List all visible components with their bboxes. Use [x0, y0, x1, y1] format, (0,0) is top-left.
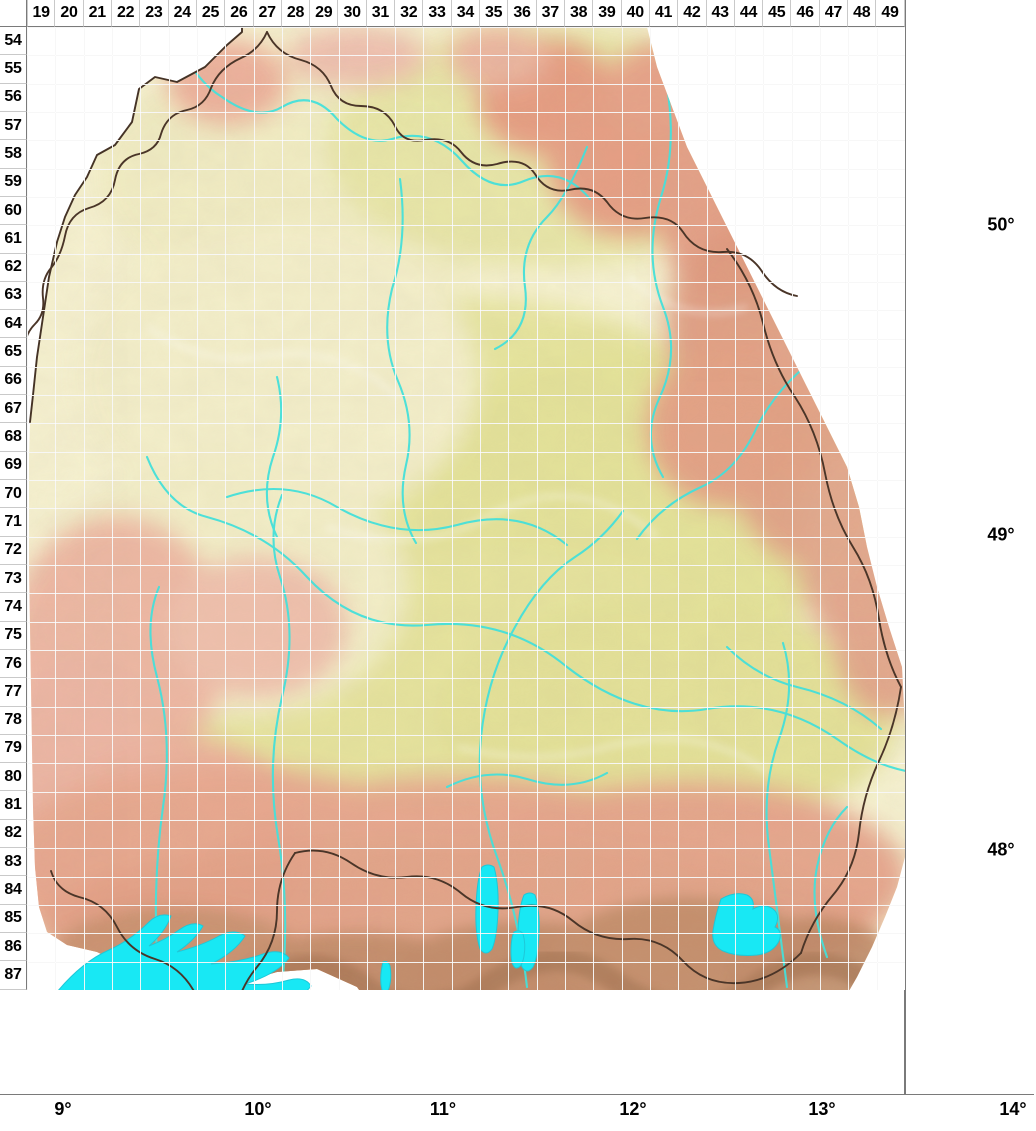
- bavaria-outline: [27, 31, 902, 990]
- longitude-tick-0: 9°: [54, 1099, 72, 1119]
- row-header-78[interactable]: 78: [0, 706, 27, 735]
- row-header-55[interactable]: 55: [0, 55, 27, 84]
- row-header-84[interactable]: 84: [0, 876, 27, 905]
- row-header-74[interactable]: 74: [0, 593, 27, 622]
- row-header-69[interactable]: 69: [0, 451, 27, 480]
- column-header-20[interactable]: 20: [55, 0, 84, 27]
- row-header-70[interactable]: 70: [0, 480, 27, 509]
- longitude-tick-3: 12°: [619, 1099, 647, 1119]
- column-header-row: 19 20 21 22 23 24 25 26 27 28 29 30 31 32 33 34 35 36 37 38…: [27, 0, 905, 27]
- latitude-tick-0: 50°: [987, 214, 1015, 235]
- row-header-79[interactable]: 79: [0, 734, 27, 764]
- grid-corner-cell: [0, 0, 27, 27]
- column-header-36[interactable]: 36: [508, 0, 537, 27]
- row-header-76[interactable]: 76: [0, 649, 27, 679]
- row-header-75[interactable]: 75: [0, 621, 27, 650]
- column-header-34[interactable]: 34: [451, 0, 480, 27]
- column-header-32[interactable]: 32: [395, 0, 424, 27]
- row-header-77[interactable]: 77: [0, 678, 27, 707]
- column-header-23[interactable]: 23: [140, 0, 169, 27]
- row-header-73[interactable]: 73: [0, 564, 27, 594]
- row-header-59[interactable]: 59: [0, 168, 27, 197]
- column-header-40[interactable]: 40: [621, 0, 650, 27]
- row-header-66[interactable]: 66: [0, 366, 27, 396]
- longitude-tick-4: 13°: [808, 1099, 836, 1119]
- column-header-49[interactable]: 49: [876, 0, 905, 27]
- row-header-87[interactable]: 87: [0, 961, 27, 990]
- row-header-61[interactable]: 61: [0, 225, 27, 254]
- column-header-41[interactable]: 41: [649, 0, 679, 27]
- latitude-tick-2: 48°: [987, 839, 1015, 860]
- longitude-axis: 9° 10° 11° 12° 13° 14°: [0, 1094, 1034, 1129]
- column-header-27[interactable]: 27: [253, 0, 282, 27]
- row-header-60[interactable]: 60: [0, 196, 27, 226]
- row-header-63[interactable]: 63: [0, 281, 27, 311]
- row-header-86[interactable]: 86: [0, 933, 27, 962]
- column-header-45[interactable]: 45: [763, 0, 792, 27]
- column-header-21[interactable]: 21: [83, 0, 112, 27]
- column-header-30[interactable]: 30: [338, 0, 367, 27]
- row-header-62[interactable]: 62: [0, 253, 27, 282]
- column-header-38[interactable]: 38: [564, 0, 594, 27]
- state-border: [29, 27, 243, 423]
- lakes: [58, 864, 781, 990]
- row-header-68[interactable]: 68: [0, 423, 27, 452]
- row-header-72[interactable]: 72: [0, 536, 27, 565]
- column-header-25[interactable]: 25: [196, 0, 226, 27]
- row-header-71[interactable]: 71: [0, 508, 27, 537]
- column-header-22[interactable]: 22: [111, 0, 141, 27]
- row-header-65[interactable]: 65: [0, 338, 27, 367]
- column-header-29[interactable]: 29: [310, 0, 339, 27]
- column-header-43[interactable]: 43: [706, 0, 735, 27]
- row-header-80[interactable]: 80: [0, 763, 27, 792]
- column-header-35[interactable]: 35: [480, 0, 509, 27]
- row-header-64[interactable]: 64: [0, 310, 27, 339]
- grid-bottom-filler: [0, 990, 905, 1094]
- row-header-58[interactable]: 58: [0, 140, 27, 169]
- row-header-column: 54 55 56 57 58 59 60 61 62 63 64 65 66 67 68 69 70 71 72 73…: [0, 27, 27, 990]
- column-header-42[interactable]: 42: [678, 0, 707, 27]
- column-header-24[interactable]: 24: [168, 0, 197, 27]
- column-header-28[interactable]: 28: [281, 0, 311, 27]
- column-header-31[interactable]: 31: [366, 0, 396, 27]
- row-header-54[interactable]: 54: [0, 27, 27, 56]
- row-header-85[interactable]: 85: [0, 904, 27, 933]
- latitude-tick-1: 49°: [987, 524, 1015, 545]
- row-header-82[interactable]: 82: [0, 819, 27, 849]
- row-header-83[interactable]: 83: [0, 848, 27, 877]
- row-header-57[interactable]: 57: [0, 111, 27, 141]
- longitude-tick-1: 10°: [244, 1099, 272, 1119]
- column-header-47[interactable]: 47: [819, 0, 849, 27]
- row-header-67[interactable]: 67: [0, 395, 27, 424]
- column-header-39[interactable]: 39: [593, 0, 622, 27]
- column-header-37[interactable]: 37: [536, 0, 565, 27]
- column-header-19[interactable]: 19: [27, 0, 56, 27]
- column-header-26[interactable]: 26: [225, 0, 254, 27]
- terrain-svg: [27, 27, 905, 990]
- row-header-81[interactable]: 81: [0, 791, 27, 820]
- column-header-33[interactable]: 33: [423, 0, 452, 27]
- row-header-56[interactable]: 56: [0, 83, 27, 112]
- longitude-tick-2: 11°: [429, 1099, 457, 1119]
- column-header-48[interactable]: 48: [848, 0, 877, 27]
- map-plot-area[interactable]: [27, 27, 905, 990]
- latitude-axis: 50° 49° 48°: [905, 0, 1034, 1094]
- column-header-44[interactable]: 44: [734, 0, 764, 27]
- longitude-tick-5: 14°: [999, 1099, 1027, 1119]
- column-header-46[interactable]: 46: [791, 0, 820, 27]
